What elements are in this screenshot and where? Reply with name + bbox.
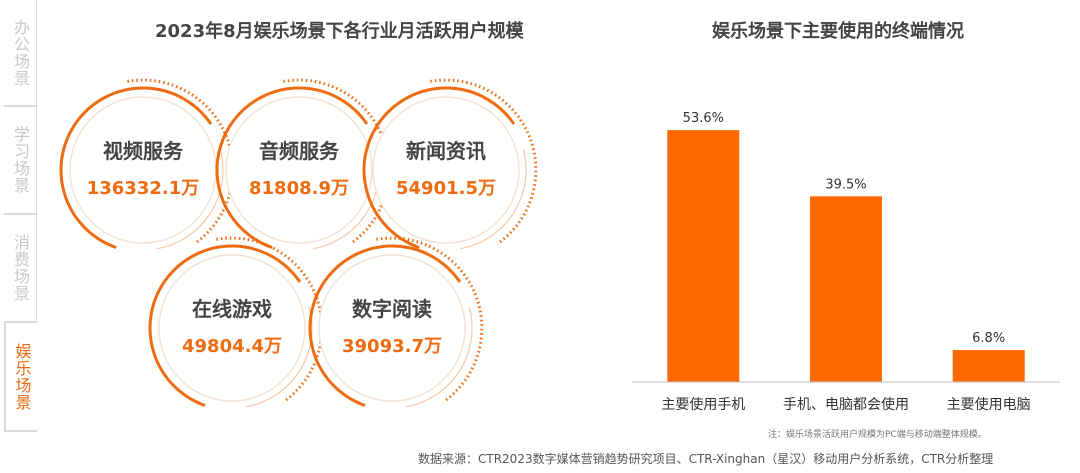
tab-office-scene[interactable]: 办公场景 xyxy=(4,0,37,107)
bubble-arc-thin xyxy=(405,307,473,408)
bubble-arc-solid xyxy=(215,86,368,249)
bubble-4: 数字阅读 39093.7万 xyxy=(308,236,484,408)
bar-1 xyxy=(810,196,882,382)
tab-consumer-scene[interactable]: 消费场景 xyxy=(4,215,37,323)
bubble-circle xyxy=(69,96,217,244)
bubble-active-users: 81808.9万 xyxy=(249,178,349,199)
bubble-industry-name: 视频服务 xyxy=(103,139,184,163)
bubble-arc-dotted xyxy=(376,236,484,403)
bar-0 xyxy=(667,130,740,382)
bubble-arc-thin xyxy=(459,149,527,250)
bubble-arc-solid xyxy=(148,244,301,407)
scene-tabs: 办公场景 学习场景 消费场景 娱乐场景 xyxy=(4,0,37,432)
left-chart-title: 2023年8月娱乐场景下各行业月活跃用户规模 xyxy=(155,21,524,42)
right-chart-title: 娱乐场景下主要使用的终端情况 xyxy=(712,21,964,42)
category-label: 主要使用手机 xyxy=(661,396,745,413)
bubble-active-users: 39093.7万 xyxy=(342,336,442,357)
bubble-arc-dotted xyxy=(283,78,391,245)
data-source: 数据来源：CTR2023数字媒体营销趋势研究项目、CTR-Xinghan（星汉）… xyxy=(418,452,994,466)
bubble-arc-thin xyxy=(156,149,224,250)
bubble-active-users: 54901.5万 xyxy=(396,178,496,199)
bubble-circle xyxy=(158,254,306,402)
terminal-bar-chart: 53.6% 主要使用手机 39.5% 手机、电脑都会使用 6.8% 主要使用电脑 xyxy=(632,111,1060,413)
bubble-industry-name: 新闻资讯 xyxy=(406,139,486,163)
bubble-circle xyxy=(318,254,466,402)
bubble-arc-thin xyxy=(245,307,313,408)
bar-value-label: 53.6% xyxy=(683,111,724,126)
category-label: 手机、电脑都会使用 xyxy=(783,396,909,413)
bubble-3: 在线游戏 49804.4万 xyxy=(148,236,324,408)
tab-entertainment-scene[interactable]: 娱乐场景 xyxy=(4,323,37,432)
bubble-arc-dotted xyxy=(127,78,235,245)
bubble-arc-dotted xyxy=(216,236,324,403)
industry-bubbles: 视频服务 136332.1万 音频服务 81808.9万 新闻资讯 54901.5万在线游… xyxy=(59,78,538,408)
bar-value-label: 6.8% xyxy=(972,331,1005,346)
bubble-industry-name: 在线游戏 xyxy=(192,297,272,321)
bubble-circle xyxy=(225,96,373,244)
tab-label: 娱乐场景 xyxy=(12,342,32,411)
category-label: 主要使用电脑 xyxy=(947,396,1031,413)
bubble-active-users: 49804.4万 xyxy=(182,336,282,357)
tab-label: 学习场景 xyxy=(11,126,30,194)
bar-value-label: 39.5% xyxy=(825,177,866,192)
bubble-active-users: 136332.1万 xyxy=(87,178,200,199)
bubble-1: 音频服务 81808.9万 xyxy=(215,78,391,250)
chart-note: 注：娱乐场景活跃用户规模为PC端与移动端整体规模。 xyxy=(768,430,987,440)
bubble-industry-name: 数字阅读 xyxy=(352,297,432,321)
bubble-circle xyxy=(372,96,520,244)
bubble-2: 新闻资讯 54901.5万 xyxy=(362,78,538,250)
bubble-arc-solid xyxy=(59,86,212,249)
tab-study-scene[interactable]: 学习场景 xyxy=(4,107,37,215)
bar-2 xyxy=(952,350,1025,382)
tab-label: 办公场景 xyxy=(11,18,30,87)
bubble-0: 视频服务 136332.1万 xyxy=(59,78,235,250)
tab-label: 消费场景 xyxy=(11,234,30,302)
bubble-arc-solid xyxy=(362,86,515,249)
bubble-arc-solid xyxy=(308,244,461,407)
bubble-arc-dotted xyxy=(430,78,538,245)
bubble-industry-name: 音频服务 xyxy=(259,139,340,163)
